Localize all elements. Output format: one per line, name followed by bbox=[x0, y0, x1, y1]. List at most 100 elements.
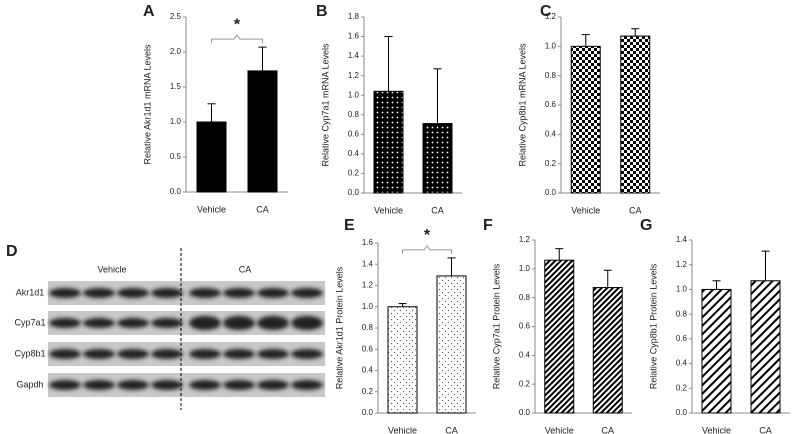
blot-band bbox=[189, 380, 221, 390]
blot-band bbox=[291, 316, 323, 330]
blot-band bbox=[291, 349, 323, 359]
blot-band bbox=[117, 349, 149, 359]
y-tick-label: 0.2 bbox=[362, 387, 374, 396]
y-tick-label: 1.2 bbox=[348, 71, 360, 80]
blot-band bbox=[223, 380, 255, 390]
error-bar bbox=[207, 103, 216, 122]
y-tick-label: 0.2 bbox=[545, 159, 557, 168]
blot-band bbox=[189, 288, 221, 298]
error-bar bbox=[712, 280, 721, 290]
y-tick-label: 0.8 bbox=[348, 110, 360, 119]
error-bar bbox=[447, 257, 456, 276]
y-tick-label: 0.4 bbox=[519, 350, 531, 359]
western-blot: D Vehicle CA Akr1d1 Cyp7a1 Cyp8b1 Gapdh bbox=[6, 243, 325, 410]
blot-band bbox=[49, 288, 81, 298]
blot-band bbox=[49, 318, 81, 328]
x-tick-label: CA bbox=[759, 425, 772, 434]
error-bar bbox=[555, 248, 564, 261]
y-tick-label: 0.2 bbox=[348, 169, 360, 178]
y-tick-label: 0.0 bbox=[676, 408, 688, 417]
y-tick-label: 1.4 bbox=[676, 235, 688, 244]
y-tick-label: 0.6 bbox=[545, 100, 557, 109]
y-tick-label: 1.2 bbox=[362, 281, 374, 290]
blot-band bbox=[83, 380, 115, 390]
x-tick-label: Vehicle bbox=[197, 204, 226, 214]
y-tick-label: 0.4 bbox=[362, 366, 374, 375]
blot-band bbox=[257, 288, 289, 298]
blot-band bbox=[257, 380, 289, 390]
y-tick-label: 0.0 bbox=[348, 188, 360, 197]
error-bar bbox=[258, 46, 267, 71]
significance-bracket bbox=[211, 34, 263, 44]
row-label: Gapdh bbox=[16, 379, 43, 389]
y-tick-label: 1.0 bbox=[170, 117, 182, 126]
bar bbox=[422, 123, 453, 194]
blot-band bbox=[189, 316, 221, 330]
y-tick-label: 0.8 bbox=[545, 71, 557, 80]
y-tick-label: 0.2 bbox=[519, 379, 531, 388]
y-tick-label: 1.8 bbox=[348, 12, 360, 21]
y-tick-label: 1.5 bbox=[170, 82, 182, 91]
blot-band bbox=[223, 316, 255, 330]
blot-band bbox=[83, 349, 115, 359]
blot-band bbox=[117, 318, 149, 328]
y-tick-label: 1.0 bbox=[362, 302, 374, 311]
blot-band bbox=[223, 288, 255, 298]
panel-letter: F bbox=[483, 217, 493, 234]
bar bbox=[570, 45, 601, 194]
blot-band bbox=[189, 349, 221, 359]
error-bar bbox=[761, 250, 770, 281]
panel-letter: C bbox=[540, 3, 552, 20]
blot-band bbox=[151, 349, 183, 359]
y-tick-label: 1.0 bbox=[676, 285, 688, 294]
y-axis-label: Relative Cyp7a1 mRNA Levels bbox=[320, 43, 330, 167]
y-tick-label: 0.8 bbox=[519, 293, 531, 302]
y-tick-label: 0.4 bbox=[676, 359, 688, 368]
blot-band bbox=[151, 318, 183, 328]
bar bbox=[620, 35, 651, 194]
blot-band bbox=[117, 380, 149, 390]
x-tick-label: Vehicle bbox=[388, 425, 417, 434]
y-tick-label: 1.4 bbox=[348, 51, 360, 60]
bar bbox=[436, 275, 467, 414]
bar bbox=[247, 70, 278, 193]
panel-letter: E bbox=[344, 217, 355, 234]
y-axis-label: Relative Cyp7a1 Protein Levels bbox=[491, 263, 501, 389]
panel-letter: A bbox=[143, 3, 155, 20]
bar bbox=[373, 90, 404, 194]
group-label: CA bbox=[239, 264, 252, 274]
significance-mark: * bbox=[234, 16, 241, 33]
y-tick-label: 0.6 bbox=[519, 322, 531, 331]
y-axis-label: Relative Akr1d1 mRNA Levels bbox=[142, 44, 152, 165]
blot-band bbox=[83, 288, 115, 298]
x-tick-label: Vehicle bbox=[545, 425, 574, 434]
x-tick-label: Vehicle bbox=[702, 425, 731, 434]
y-axis-label: Relative Cyp8b1 Protein Levels bbox=[648, 263, 658, 389]
significance-bracket bbox=[402, 245, 452, 254]
bar bbox=[750, 280, 781, 414]
row-label: Akr1d1 bbox=[16, 287, 45, 297]
error-bar bbox=[631, 28, 640, 37]
y-tick-label: 0.6 bbox=[676, 334, 688, 343]
blot-band bbox=[291, 380, 323, 390]
bar bbox=[544, 259, 575, 414]
y-tick-label: 0.2 bbox=[676, 383, 688, 392]
panel-letter: B bbox=[316, 3, 328, 20]
y-tick-label: 0.4 bbox=[545, 129, 557, 138]
y-tick-label: 0.4 bbox=[348, 149, 360, 158]
y-tick-label: 1.2 bbox=[519, 235, 531, 244]
y-tick-label: 1.0 bbox=[545, 41, 557, 50]
y-axis-label: Relative Cyp8b1 mRNA Levels bbox=[517, 43, 527, 167]
y-tick-label: 0.6 bbox=[362, 344, 374, 353]
y-tick-label: 2.5 bbox=[170, 12, 182, 21]
error-bar bbox=[581, 34, 590, 47]
error-bar bbox=[603, 269, 612, 288]
significance-mark: * bbox=[424, 227, 431, 244]
y-tick-label: 1.2 bbox=[545, 12, 557, 21]
x-tick-label: CA bbox=[256, 204, 269, 214]
error-bar bbox=[398, 303, 407, 307]
blot-band bbox=[151, 288, 183, 298]
y-tick-label: 0.5 bbox=[170, 152, 182, 161]
blot-band bbox=[151, 380, 183, 390]
x-tick-label: CA bbox=[629, 205, 642, 215]
